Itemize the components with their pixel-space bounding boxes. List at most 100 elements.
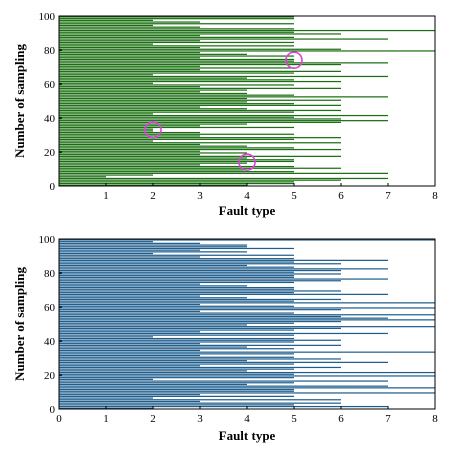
bar-1-33 xyxy=(59,128,153,130)
bar-1-56 xyxy=(59,89,247,91)
bar-2-27 xyxy=(59,361,388,363)
bar-2-42 xyxy=(59,336,153,338)
bar-2-31 xyxy=(59,354,200,357)
bar-2-70 xyxy=(59,288,294,290)
bar-2-77 xyxy=(59,276,294,278)
bar-1-37 xyxy=(59,121,341,123)
bar-1-95 xyxy=(59,23,294,25)
bar-1-78 xyxy=(59,52,200,54)
bar-1-22 xyxy=(59,147,294,149)
x-tick-label-2-6: 6 xyxy=(338,413,344,425)
bar-1-27 xyxy=(59,138,294,140)
bar-2-46 xyxy=(59,329,294,331)
y-axis-label-2: Number of sampling xyxy=(12,267,27,381)
bar-1-46 xyxy=(59,106,200,108)
y-tick-label-2-2: 40 xyxy=(44,336,56,348)
bar-1-88 xyxy=(59,35,200,37)
bar-1-34 xyxy=(59,126,294,129)
bar-2-59 xyxy=(59,307,435,309)
bar-1-9 xyxy=(59,169,247,171)
bar-1-1 xyxy=(59,182,294,185)
x-axis-label-2: Fault type xyxy=(219,428,276,443)
bar-2-63 xyxy=(59,300,294,302)
bar-1-83 xyxy=(59,43,153,45)
bar-1-38 xyxy=(59,120,388,122)
bar-1-89 xyxy=(59,33,341,35)
bar-2-47 xyxy=(59,327,341,329)
bar-2-73 xyxy=(59,283,200,285)
bar-1-26 xyxy=(59,140,153,142)
bar-1-53 xyxy=(59,94,294,96)
bar-1-50 xyxy=(59,99,341,101)
bar-2-17 xyxy=(59,378,153,380)
y-tick-label-2-5: 100 xyxy=(39,234,56,246)
bar-2-69 xyxy=(59,290,341,292)
bar-1-73 xyxy=(59,60,294,62)
bar-2-12 xyxy=(59,387,435,389)
bar-2-10 xyxy=(59,390,294,392)
bar-1-8 xyxy=(59,171,294,173)
bar-2-26 xyxy=(59,363,294,365)
x-tick-label-1-4: 5 xyxy=(291,190,297,202)
bar-2-19 xyxy=(59,375,435,377)
bar-1-71 xyxy=(59,63,341,66)
bar-1-12 xyxy=(59,164,200,166)
y-tick-label-2-4: 80 xyxy=(44,268,56,280)
bar-2-95 xyxy=(59,246,247,248)
bar-2-6 xyxy=(59,397,153,399)
bar-1-68 xyxy=(59,69,200,71)
bar-1-13 xyxy=(59,162,247,164)
bar-2-21 xyxy=(59,371,435,374)
bar-1-98 xyxy=(59,18,294,20)
x-tick-label-1-0: 1 xyxy=(103,190,109,202)
bar-1-82 xyxy=(59,45,294,47)
bar-2-11 xyxy=(59,388,294,391)
x-tick-label-1-6: 7 xyxy=(385,190,391,202)
bar-1-18 xyxy=(59,154,200,156)
bar-1-15 xyxy=(59,159,294,161)
bar-2-14 xyxy=(59,383,247,386)
bar-2-89 xyxy=(59,256,200,258)
bar-1-55 xyxy=(59,91,200,93)
bar-2-44 xyxy=(59,332,388,335)
bar-2-2 xyxy=(59,404,294,406)
y-tick-label-1-2: 40 xyxy=(44,113,56,125)
bar-2-97 xyxy=(59,242,200,244)
bar-1-75 xyxy=(59,57,200,59)
bar-2-91 xyxy=(59,252,153,255)
bar-2-24 xyxy=(59,366,341,369)
bar-1-80 xyxy=(59,48,341,50)
x-tick-label-2-1: 1 xyxy=(103,413,109,425)
y-tick-label-2-3: 60 xyxy=(44,302,56,314)
bar-1-58 xyxy=(59,86,200,88)
bar-1-64 xyxy=(59,75,388,78)
bar-1-62 xyxy=(59,79,294,81)
bar-2-72 xyxy=(59,285,247,287)
bar-1-36 xyxy=(59,123,247,125)
bar-2-35 xyxy=(59,348,294,350)
bar-1-99 xyxy=(59,16,294,18)
bar-2-34 xyxy=(59,349,200,352)
bar-1-19 xyxy=(59,152,247,154)
annotation-circle-1-2 xyxy=(285,51,303,70)
y-tick-label-1-0: 0 xyxy=(50,181,56,193)
plot-frame-1 xyxy=(58,15,436,187)
bar-2-87 xyxy=(59,259,388,261)
bar-2-79 xyxy=(59,273,341,275)
x-tick-label-2-8: 8 xyxy=(432,413,438,425)
bar-1-40 xyxy=(59,116,294,118)
bar-2-18 xyxy=(59,377,294,379)
bar-2-85 xyxy=(59,263,341,265)
bar-2-39 xyxy=(59,341,294,343)
bar-1-21 xyxy=(59,148,341,151)
bar-2-96 xyxy=(59,244,247,246)
x-tick-label-2-2: 2 xyxy=(150,413,156,425)
y-tick-label-1-5: 100 xyxy=(39,11,56,23)
bar-2-22 xyxy=(59,370,247,372)
bar-2-76 xyxy=(59,278,388,280)
bar-1-92 xyxy=(59,28,294,30)
bar-1-49 xyxy=(59,101,247,103)
bar-1-96 xyxy=(59,21,200,23)
bar-1-29 xyxy=(59,135,200,137)
